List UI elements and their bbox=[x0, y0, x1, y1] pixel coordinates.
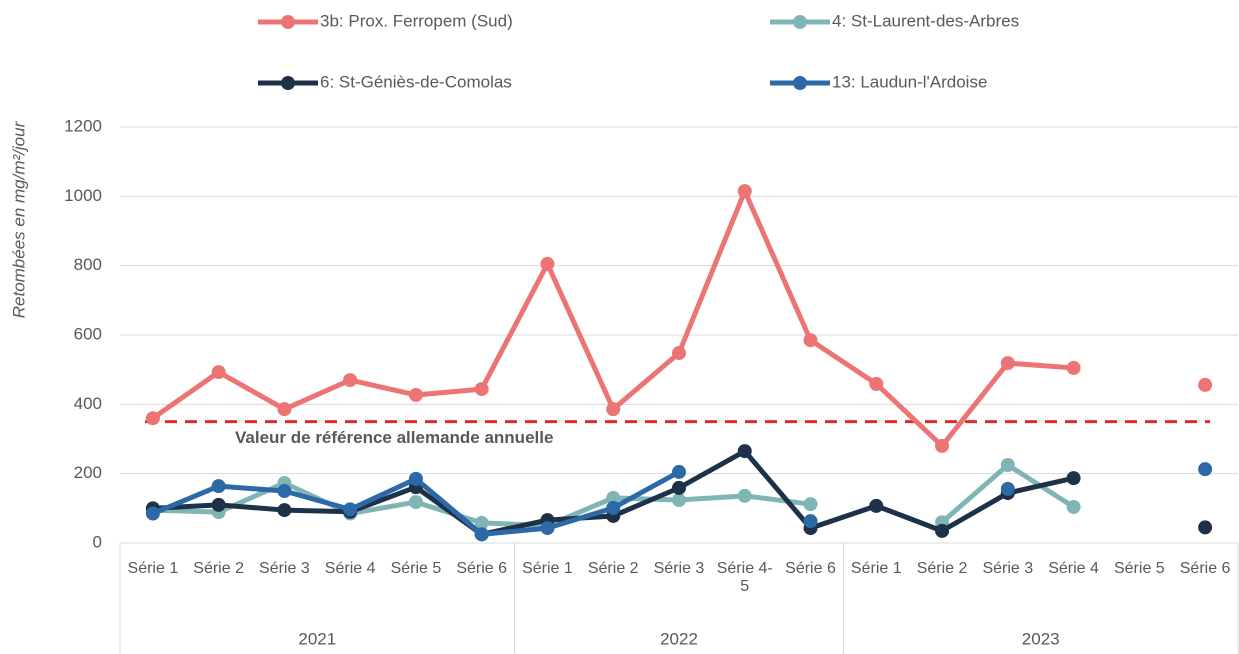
data-point bbox=[408, 495, 423, 510]
data-point bbox=[540, 521, 555, 536]
y-axis-label: Retombées en mg/m²/jour bbox=[9, 120, 28, 318]
x-tick-label: Série 1 bbox=[522, 560, 573, 577]
legend-marker bbox=[281, 15, 295, 29]
x-tick-label: Série 2 bbox=[587, 560, 639, 577]
legend-label: 3b: Prox. Ferropem (Sud) bbox=[320, 11, 513, 30]
data-point bbox=[737, 488, 752, 503]
data-point bbox=[1066, 360, 1081, 375]
data-point bbox=[408, 471, 423, 486]
x-tick-label: Série 4 bbox=[1048, 560, 1099, 577]
data-point bbox=[1198, 462, 1213, 477]
data-point bbox=[1000, 481, 1015, 496]
group-label: 2022 bbox=[660, 629, 698, 648]
data-point bbox=[343, 502, 358, 517]
data-point bbox=[606, 490, 621, 505]
data-point bbox=[869, 498, 884, 513]
data-point bbox=[211, 497, 226, 512]
data-point bbox=[737, 184, 752, 199]
y-tick-label: 1000 bbox=[64, 186, 102, 205]
data-point bbox=[1066, 471, 1081, 486]
x-tick-label: Série 2 bbox=[916, 560, 968, 577]
data-point bbox=[803, 514, 818, 529]
x-tick-label: Série 3 bbox=[982, 560, 1034, 577]
x-tick-label: Série 3 bbox=[653, 560, 705, 577]
data-point bbox=[211, 479, 226, 494]
data-point bbox=[672, 464, 686, 479]
y-tick-label: 1200 bbox=[64, 116, 102, 135]
data-point bbox=[277, 503, 292, 518]
data-point bbox=[1000, 458, 1015, 472]
legend-label: 4: St-Laurent-des-Arbres bbox=[832, 11, 1019, 30]
group-label: 2021 bbox=[298, 629, 336, 648]
data-point bbox=[935, 523, 950, 538]
data-point bbox=[145, 411, 160, 426]
x-tick-label: Série 6 bbox=[456, 560, 508, 577]
y-tick-label: 600 bbox=[74, 324, 102, 343]
y-tick-label: 800 bbox=[74, 255, 102, 274]
data-point bbox=[1000, 356, 1015, 371]
x-tick-label: Série 2 bbox=[193, 560, 244, 577]
data-point bbox=[737, 444, 752, 459]
x-tick-label: Série 6 bbox=[785, 560, 836, 577]
x-tick-label: Série 4 bbox=[324, 560, 376, 577]
data-point bbox=[474, 515, 489, 530]
data-point bbox=[869, 376, 884, 391]
data-point bbox=[408, 387, 423, 402]
legend-marker bbox=[793, 15, 807, 29]
reference-label: Valeur de référence allemande annuelle bbox=[235, 428, 553, 447]
legend-marker bbox=[793, 76, 807, 90]
data-point bbox=[277, 402, 292, 417]
data-point bbox=[672, 493, 686, 508]
x-tick-label: Série 6 bbox=[1179, 560, 1231, 577]
legend-label: 6: St-Géniès-de-Comolas bbox=[320, 72, 512, 91]
legend-marker bbox=[281, 76, 295, 90]
data-point bbox=[803, 333, 818, 348]
x-tick-label: Série 1 bbox=[127, 560, 179, 577]
y-tick-label: 400 bbox=[74, 394, 102, 413]
data-point bbox=[211, 365, 226, 380]
x-tick-label: Série 5 bbox=[390, 560, 442, 577]
x-tick-label: Série 3 bbox=[259, 560, 310, 577]
data-point bbox=[606, 402, 621, 417]
data-point bbox=[606, 500, 621, 515]
y-tick-label: 200 bbox=[74, 463, 102, 482]
legend-label: 13: Laudun-l'Ardoise bbox=[832, 72, 987, 91]
data-point bbox=[672, 346, 686, 361]
x-tick-label: Série 4-5 bbox=[716, 560, 773, 595]
group-label: 2023 bbox=[1022, 629, 1060, 648]
data-point bbox=[145, 506, 160, 521]
data-point bbox=[277, 484, 292, 498]
data-point bbox=[343, 373, 358, 388]
data-point bbox=[1198, 520, 1213, 535]
x-tick-label: Série 5 bbox=[1113, 560, 1165, 577]
data-point bbox=[803, 497, 818, 512]
data-point bbox=[474, 527, 489, 542]
x-tick-label: Série 1 bbox=[850, 560, 902, 577]
data-point bbox=[1198, 377, 1213, 392]
data-point bbox=[1066, 499, 1081, 514]
y-tick-label: 0 bbox=[93, 532, 102, 551]
data-point bbox=[474, 382, 489, 397]
data-point bbox=[672, 480, 686, 495]
data-point bbox=[540, 256, 555, 271]
data-point bbox=[935, 438, 950, 453]
